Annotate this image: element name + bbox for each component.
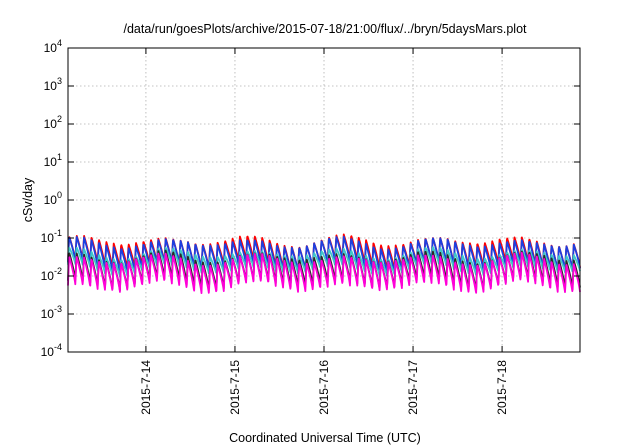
y-tick-label: 103 — [44, 76, 62, 93]
y-tick-label: 10-4 — [41, 342, 62, 359]
y-tick-label: 10-2 — [41, 266, 62, 283]
y-tick-label: 10-3 — [41, 304, 62, 321]
y-tick-label: 104 — [44, 38, 62, 55]
series-line — [67, 251, 581, 294]
y-axis-label: cSv/day — [21, 177, 35, 222]
grid-lines — [68, 48, 580, 352]
y-tick-label: 101 — [44, 152, 62, 169]
chart-title: /data/run/goesPlots/archive/2015-07-18/2… — [123, 22, 527, 36]
tick-marks — [68, 47, 580, 353]
x-tick-labels: 2015-7-14 2015-7-15 2015-7-16 2015-7-17 2015… — [139, 360, 509, 415]
x-tick-label: 2015-7-16 — [317, 360, 331, 415]
x-tick-label: 2015-7-15 — [228, 360, 242, 415]
series-line — [67, 235, 581, 275]
x-axis-label: Coordinated Universal Time (UTC) — [229, 431, 421, 445]
x-tick-label: 2015-7-18 — [495, 360, 509, 415]
y-tick-label: 10-1 — [41, 228, 62, 245]
series-line — [67, 246, 581, 278]
y-tick-labels: 10-4 10-3 10-2 10-1 100 101 102 103 104 — [41, 38, 62, 359]
x-tick-label: 2015-7-14 — [139, 360, 153, 415]
series-layer — [67, 233, 581, 294]
y-tick-label: 100 — [44, 190, 62, 207]
y-tick-label: 102 — [44, 114, 62, 131]
x-tick-label: 2015-7-17 — [406, 360, 420, 415]
